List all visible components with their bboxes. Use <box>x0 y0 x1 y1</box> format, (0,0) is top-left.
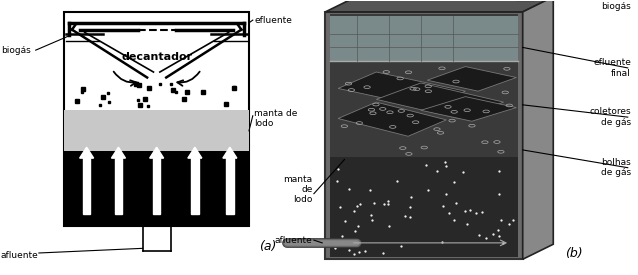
Bar <box>191 158 198 214</box>
Bar <box>153 158 161 214</box>
Text: efluente: efluente <box>254 16 292 24</box>
Polygon shape <box>338 102 447 136</box>
Text: coletores
de gás: coletores de gás <box>590 108 631 127</box>
Bar <box>330 16 517 61</box>
Polygon shape <box>421 97 516 121</box>
Polygon shape <box>112 147 126 158</box>
Bar <box>330 157 517 257</box>
Text: afluente: afluente <box>1 251 38 260</box>
Text: (a): (a) <box>260 240 277 254</box>
Text: manta
de
lodo: manta de lodo <box>283 175 313 205</box>
Polygon shape <box>325 0 553 12</box>
Bar <box>64 12 249 227</box>
Bar <box>330 14 517 257</box>
Polygon shape <box>338 72 465 108</box>
Text: efluente
final: efluente final <box>593 58 631 78</box>
Polygon shape <box>427 67 516 91</box>
Polygon shape <box>80 147 94 158</box>
Bar <box>325 12 523 259</box>
Text: manta de
lodo: manta de lodo <box>254 109 297 128</box>
Bar <box>226 158 234 214</box>
Text: biogás: biogás <box>601 2 631 11</box>
Bar <box>115 158 122 214</box>
Text: bolhas
de gás: bolhas de gás <box>601 158 631 177</box>
Polygon shape <box>223 147 237 158</box>
Text: (b): (b) <box>565 247 582 260</box>
Bar <box>64 110 249 151</box>
Text: decantador: decantador <box>121 52 192 62</box>
Bar <box>64 151 249 227</box>
Bar <box>83 158 91 214</box>
Text: biogás: biogás <box>1 46 31 55</box>
Polygon shape <box>188 147 202 158</box>
Polygon shape <box>523 0 553 259</box>
Polygon shape <box>150 147 164 158</box>
Text: afluente: afluente <box>275 236 313 245</box>
Polygon shape <box>376 83 503 119</box>
